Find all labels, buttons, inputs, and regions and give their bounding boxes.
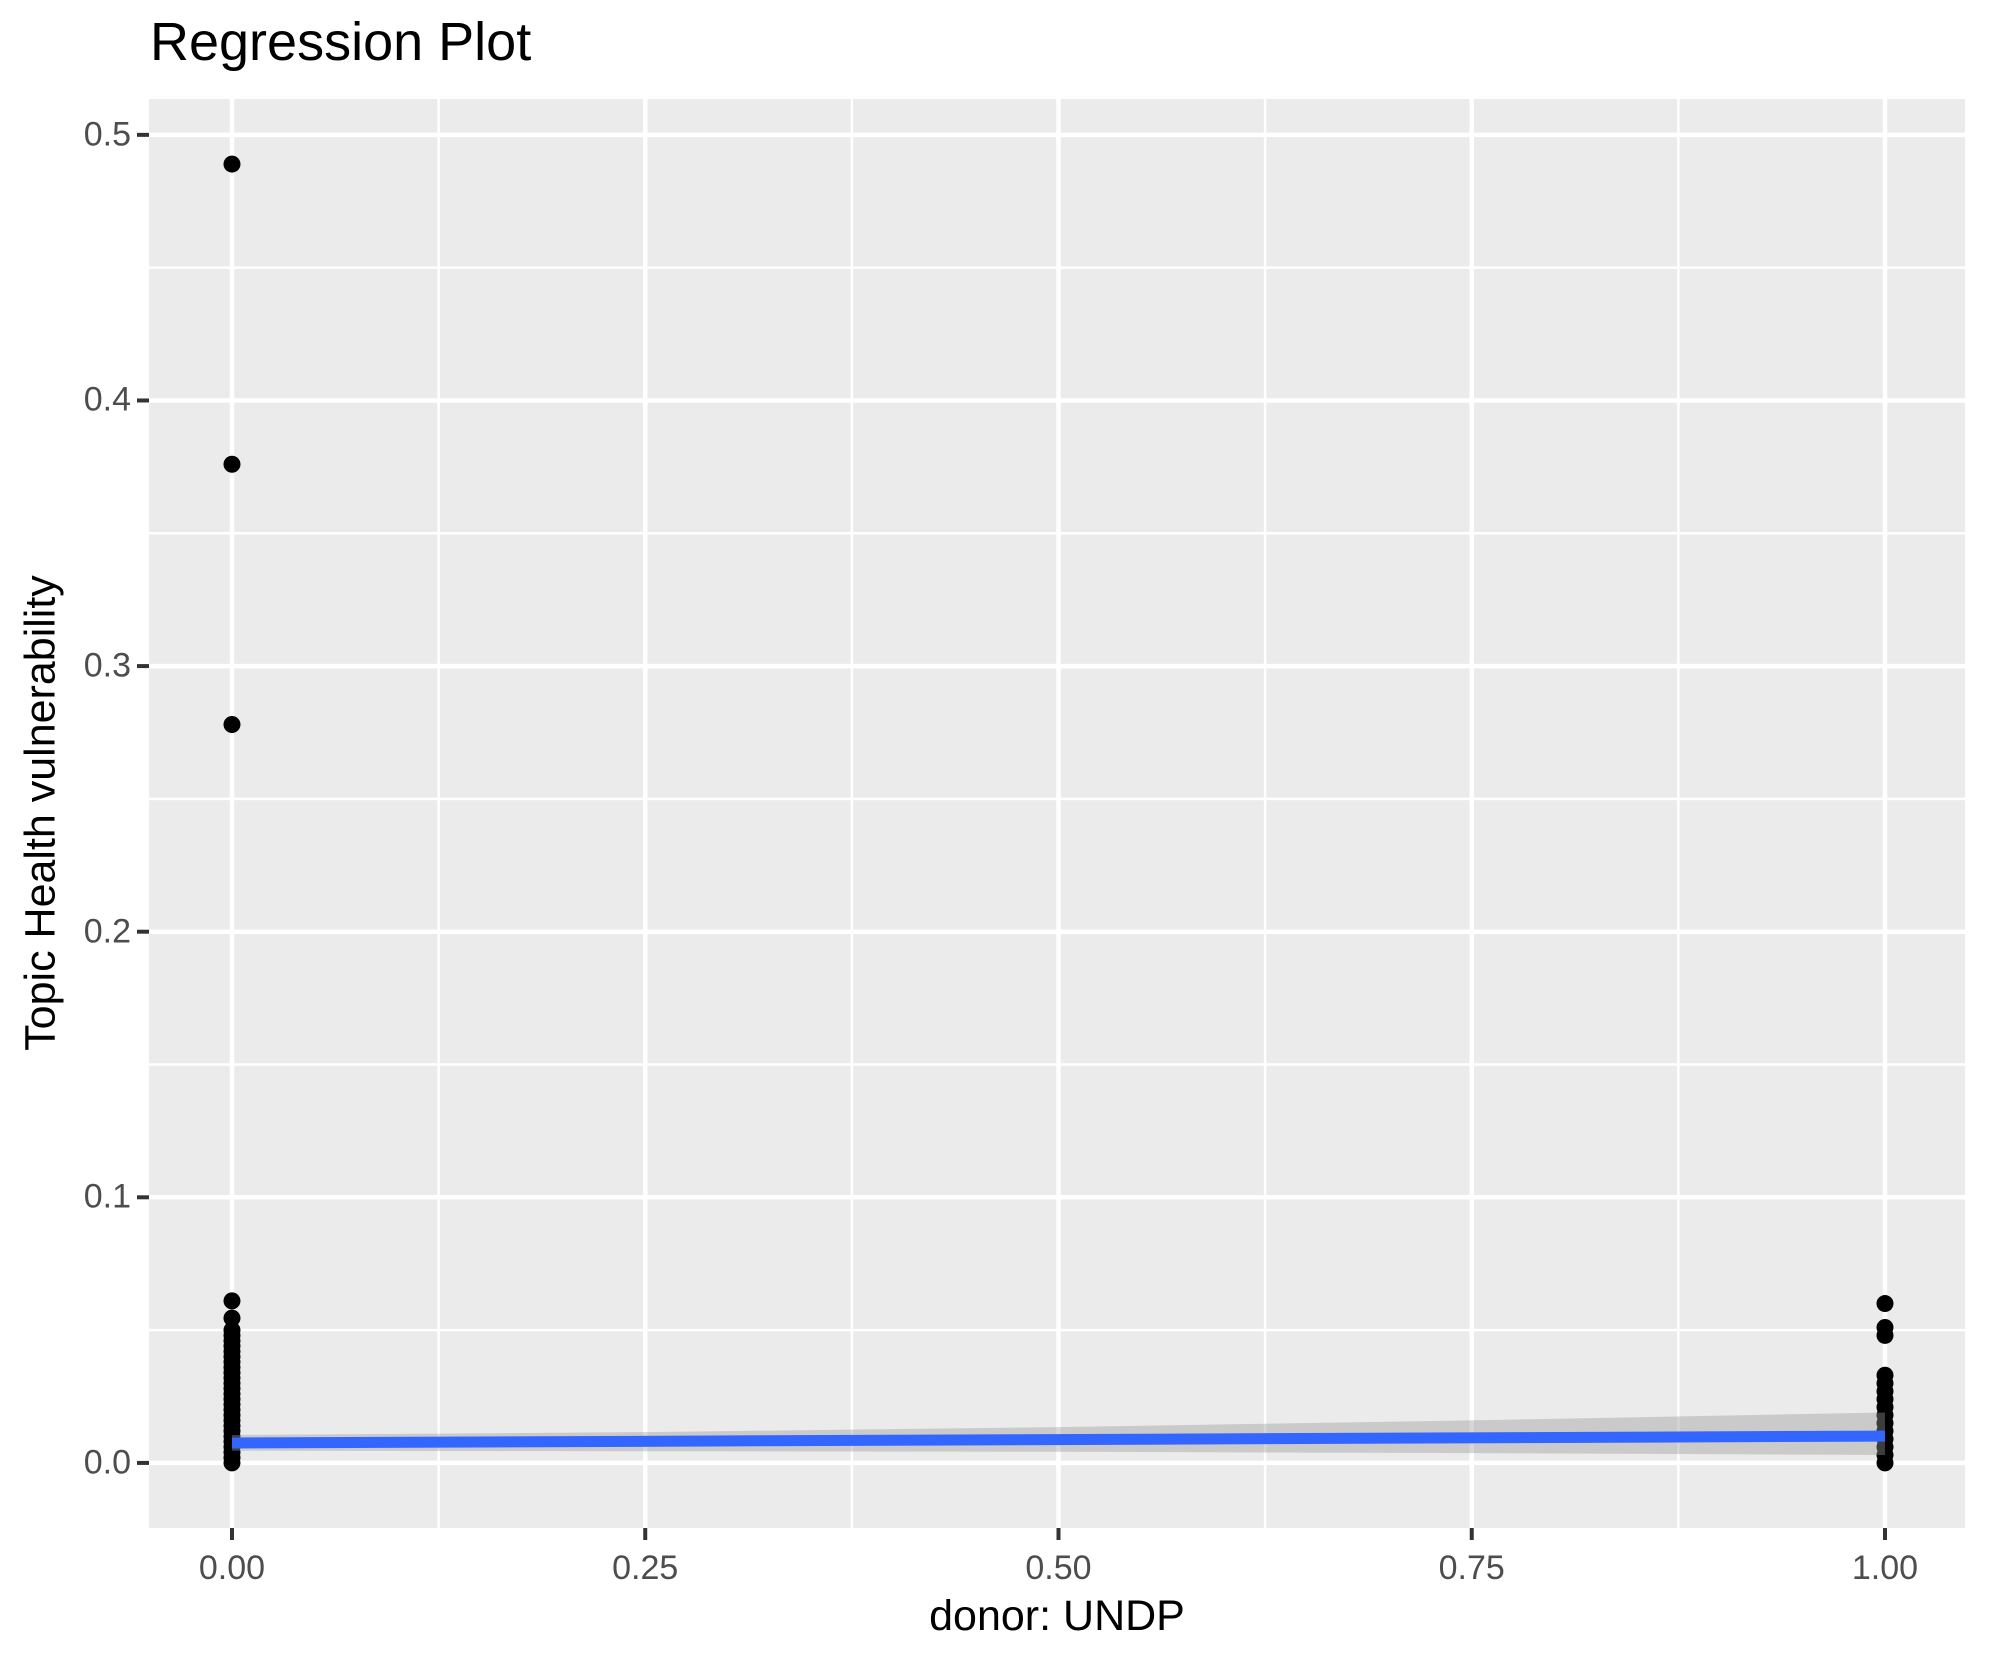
data-point <box>1876 1454 1894 1472</box>
x-tick-label: 0.75 <box>1438 1549 1505 1587</box>
data-point <box>223 1292 241 1310</box>
x-tick-label: 0.00 <box>198 1549 266 1587</box>
x-tick-label: 1.00 <box>1851 1549 1919 1587</box>
data-point <box>223 1454 241 1472</box>
x-tick-label: 0.50 <box>1025 1549 1092 1587</box>
data-point <box>1876 1326 1894 1344</box>
y-tick-label: 0.0 <box>83 1443 131 1482</box>
y-tick-label: 0.3 <box>83 646 131 685</box>
data-point <box>223 716 241 734</box>
x-axis-title: donor: UNDP <box>929 1592 1185 1640</box>
data-point <box>1876 1295 1894 1313</box>
data-point <box>223 1309 241 1327</box>
data-point <box>223 155 241 173</box>
data-point <box>223 455 241 473</box>
y-tick-label: 0.1 <box>83 1177 131 1216</box>
y-tick-label: 0.2 <box>83 912 131 951</box>
y-axis-title: Topic Health vulnerability <box>16 575 65 1051</box>
y-tick-label: 0.4 <box>83 380 131 419</box>
x-tick-label: 0.25 <box>612 1549 679 1587</box>
plot-title: Regression Plot <box>150 12 532 72</box>
y-tick-label: 0.5 <box>83 115 131 154</box>
regression-line <box>231 1430 1886 1449</box>
